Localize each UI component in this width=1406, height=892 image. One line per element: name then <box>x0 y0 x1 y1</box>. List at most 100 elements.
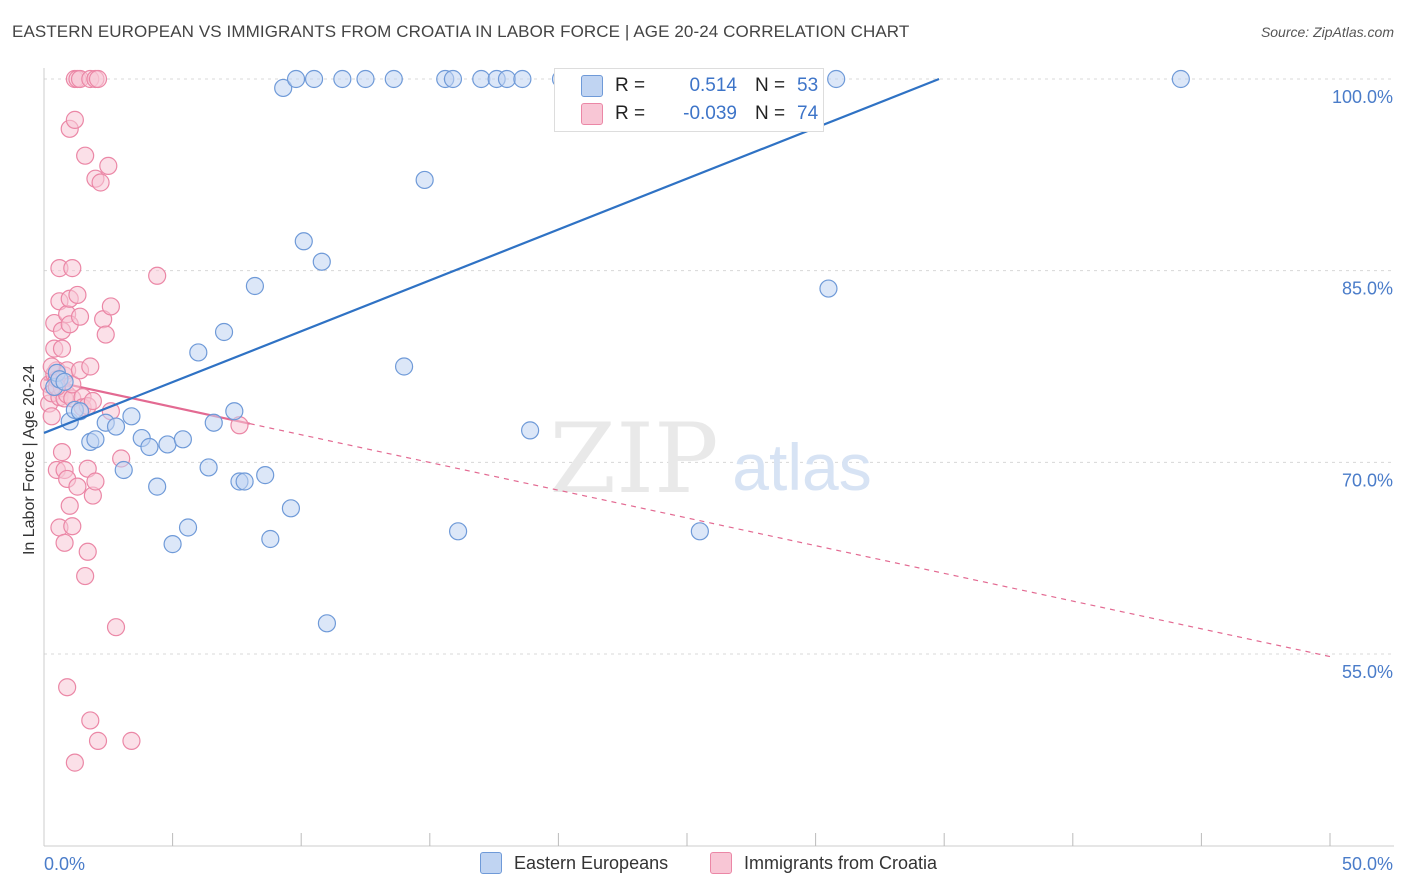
point-eastern-european <box>158 435 177 454</box>
point-eastern-european <box>256 466 275 485</box>
chart-title: EASTERN EUROPEAN VS IMMIGRANTS FROM CROA… <box>12 22 910 41</box>
point-croatia <box>68 285 87 305</box>
point-eastern-european <box>199 458 218 477</box>
point-eastern-european <box>214 322 234 342</box>
point-croatia <box>83 391 102 411</box>
point-eastern-european <box>472 69 491 89</box>
point-eastern-european <box>148 477 167 496</box>
bottom-legend-eastern[interactable]: Eastern Europeans <box>480 852 668 874</box>
point-croatia <box>88 731 108 750</box>
point-croatia <box>76 566 95 586</box>
point-eastern-european <box>286 69 306 89</box>
point-eastern-european <box>140 437 159 457</box>
bottom-legend-swatch-blue <box>480 852 502 874</box>
point-croatia <box>70 307 90 326</box>
y-tick-label: 100.0% <box>1332 87 1393 107</box>
legend-n-value: 53 <box>797 75 819 96</box>
point-croatia <box>81 711 100 730</box>
point-croatia <box>42 407 61 426</box>
x-tick-label: 50.0% <box>1342 854 1393 874</box>
point-eastern-european <box>690 522 709 541</box>
point-eastern-european <box>356 69 375 89</box>
watermark-atlas: atlas <box>732 430 871 504</box>
correlation-legend: R = 0.514 N = 53 R = -0.039 N = 74 <box>554 68 824 132</box>
point-eastern-european <box>189 343 208 362</box>
point-eastern-european <box>178 518 198 537</box>
point-eastern-european <box>55 372 74 391</box>
point-eastern-european <box>312 252 331 271</box>
point-croatia <box>68 477 87 496</box>
point-croatia <box>78 542 97 561</box>
trend-line-croatia-dashed <box>249 423 1331 658</box>
point-croatia <box>52 443 72 462</box>
point-eastern-european <box>294 232 313 251</box>
point-croatia <box>63 517 82 536</box>
point-eastern-european <box>163 535 182 554</box>
chart-source: Source: ZipAtlas.com <box>1260 24 1394 40</box>
trend-lines-eastern <box>43 77 940 434</box>
legend-swatch-blue <box>581 75 603 97</box>
bottom-legend-label-eastern: Eastern Europeans <box>514 852 669 873</box>
point-croatia <box>96 325 115 344</box>
legend-r-value: 0.514 <box>689 75 737 96</box>
axes <box>43 68 1394 847</box>
point-eastern-european <box>384 69 403 89</box>
y-tick-label: 55.0% <box>1342 662 1393 682</box>
point-eastern-european <box>274 78 293 98</box>
point-eastern-european <box>245 276 265 296</box>
point-croatia <box>63 259 82 278</box>
point-croatia <box>65 753 84 772</box>
point-eastern-european <box>122 407 141 426</box>
point-croatia <box>81 357 100 376</box>
point-eastern-european <box>304 69 324 89</box>
point-eastern-european <box>261 529 280 549</box>
legend-row-croatia: R = -0.039 N = 74 <box>555 100 818 128</box>
bottom-legend-label-croatia: Immigrants from Croatia <box>744 852 938 873</box>
legend-r-label: R = <box>615 103 646 124</box>
point-eastern-european <box>448 522 468 541</box>
point-eastern-european <box>114 460 133 480</box>
y-tick-label: 85.0% <box>1342 279 1393 299</box>
watermark-zip: ZIP <box>549 403 718 515</box>
points-eastern-europeans <box>45 69 1190 633</box>
point-croatia <box>91 173 110 192</box>
point-croatia <box>88 69 108 89</box>
point-eastern-european <box>86 430 105 449</box>
point-eastern-european <box>521 421 540 440</box>
trend-line-eastern <box>43 77 940 434</box>
legend-n-value: 74 <box>797 103 819 124</box>
point-eastern-european <box>317 614 337 633</box>
point-croatia <box>148 266 167 285</box>
bottom-legend-croatia[interactable]: Immigrants from Croatia <box>710 852 937 874</box>
point-eastern-european <box>443 69 463 89</box>
legend-row-eastern: R = 0.514 N = 53 <box>555 72 818 100</box>
legend-r-value: -0.039 <box>683 103 737 124</box>
point-eastern-european <box>497 69 517 89</box>
y-tick-label: 70.0% <box>1342 470 1393 490</box>
point-eastern-european <box>415 170 434 190</box>
bottom-legend-swatch-pink <box>710 852 732 874</box>
x-tick-label: 0.0% <box>44 854 85 874</box>
point-croatia <box>122 731 141 750</box>
legend-r-label: R = <box>615 75 646 96</box>
point-croatia <box>106 618 126 637</box>
point-eastern-european <box>1171 69 1190 89</box>
point-eastern-european <box>281 499 301 518</box>
point-eastern-european <box>333 69 352 89</box>
watermark: ZIP atlas <box>549 403 871 515</box>
legend-swatch-pink <box>581 103 603 125</box>
tick-labels: 100.0% 85.0% 70.0% 55.0% 0.0% 50.0% <box>44 87 1393 874</box>
legend-n-label: N = <box>755 103 786 124</box>
point-croatia <box>58 678 77 697</box>
point-eastern-european <box>204 413 223 432</box>
point-eastern-european <box>394 357 414 376</box>
point-eastern-european <box>513 69 532 89</box>
point-croatia <box>76 146 95 165</box>
legend-n-label: N = <box>755 75 786 96</box>
point-croatia <box>86 472 105 491</box>
point-eastern-european <box>106 417 126 436</box>
point-eastern-european <box>225 402 244 421</box>
point-croatia <box>101 297 120 316</box>
point-eastern-european <box>173 430 192 449</box>
